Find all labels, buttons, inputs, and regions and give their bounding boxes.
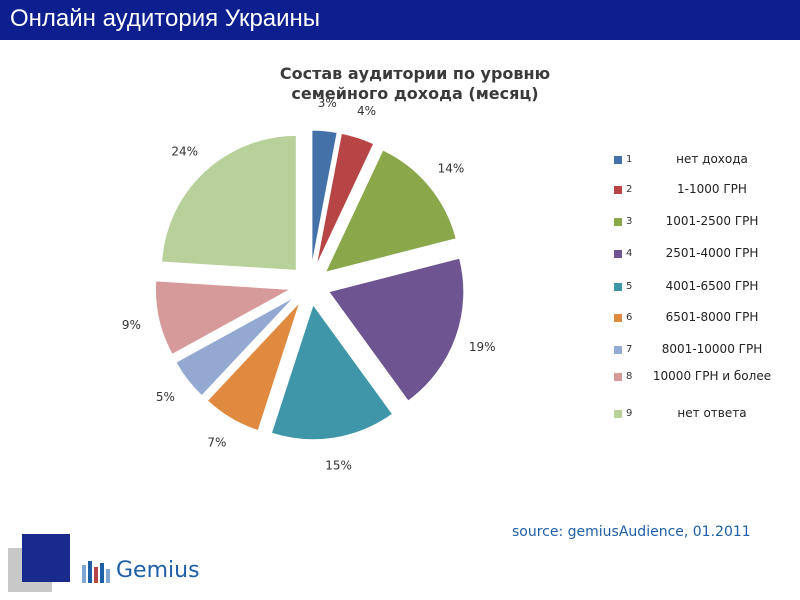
legend-item-7: 7 8001-10000 ГРН — [610, 342, 790, 365]
legend-label: нет ответа — [677, 406, 747, 420]
legend-item-8: 8 10000 ГРН и более — [610, 369, 790, 392]
legend-item-3: 3 1001-2500 ГРН — [610, 214, 790, 237]
slice-value-label-7: 5% — [156, 390, 175, 404]
legend-item-4: 4 2501-4000 ГРН — [610, 246, 790, 269]
legend-label: 1-1000 ГРН — [677, 182, 747, 196]
legend-number: 5 — [626, 281, 633, 292]
legend-label: 8001-10000 ГРН — [661, 342, 763, 356]
chart-legend: 1 нет дохода 2 1-1000 ГРН 3 1001-2500 ГРН 4 250… — [610, 150, 790, 430]
slice-value-label-3: 14% — [438, 161, 465, 175]
chart-title: Состав аудитории по уровню семейного дох… — [265, 64, 565, 104]
legend-number: 2 — [626, 184, 633, 195]
legend-number: 7 — [626, 344, 633, 355]
slice-value-label-5: 15% — [325, 459, 352, 473]
pie-slice-9 — [161, 134, 297, 271]
legend-number: 3 — [626, 216, 633, 227]
legend-number: 1 — [626, 154, 633, 165]
gemius-logo-mark — [82, 561, 110, 583]
legend-label: 10000 ГРН и более — [652, 369, 772, 383]
legend-swatch — [614, 250, 622, 258]
legend-label: 2501-4000 ГРН — [665, 246, 759, 260]
pie-slice-3 — [324, 149, 457, 274]
slice-value-label-2: 4% — [357, 104, 376, 118]
legend-item-5: 5 4001-6500 ГРН — [610, 279, 790, 302]
header-bar: Онлайн аудитория Украины — [0, 0, 800, 40]
legend-swatch — [614, 346, 622, 354]
pie-slice-8 — [154, 280, 293, 356]
pie-slice-7 — [175, 296, 295, 397]
legend-number: 6 — [626, 312, 633, 323]
legend-label: 6501-8000 ГРН — [665, 310, 759, 324]
legend-swatch — [614, 410, 622, 418]
corner-decoration — [22, 534, 70, 582]
slice-value-label-6: 7% — [207, 436, 226, 450]
pie-slice-2 — [315, 132, 375, 267]
legend-item-9: 9 нет ответа — [610, 406, 790, 429]
gemius-logo-text: Gemius — [116, 558, 200, 583]
page-title: Онлайн аудитория Украины — [10, 5, 321, 32]
slice-value-label-9: 24% — [171, 145, 198, 159]
legend-swatch — [614, 314, 622, 322]
legend-item-1: 1 нет дохода — [610, 152, 790, 175]
slice-value-label-8: 9% — [122, 318, 141, 332]
legend-number: 4 — [626, 248, 633, 259]
legend-swatch — [614, 218, 622, 226]
gemius-logo: Gemius — [82, 555, 207, 591]
chart-title-line-1: Состав аудитории по уровню — [279, 64, 551, 83]
pie-slice-4 — [327, 257, 465, 402]
pie-slice-6 — [206, 301, 301, 432]
legend-label: 4001-6500 ГРН — [665, 279, 759, 293]
chart-title-line-2: семейного дохода (месяц) — [291, 84, 539, 103]
source-note: source: gemiusAudience, 01.2011 — [512, 524, 751, 540]
legend-swatch — [614, 186, 622, 194]
legend-label: 1001-2500 ГРН — [665, 214, 759, 228]
slice-value-label-1: 3% — [318, 96, 337, 110]
legend-number: 9 — [626, 408, 633, 419]
slice-value-label-4: 19% — [469, 340, 496, 354]
legend-swatch — [614, 373, 622, 381]
legend-number: 8 — [626, 371, 633, 382]
pie-slice-5 — [270, 303, 394, 441]
legend-label: нет дохода — [676, 152, 748, 166]
pie-slice-1 — [311, 129, 338, 266]
legend-swatch — [614, 283, 622, 291]
legend-swatch — [614, 156, 622, 164]
legend-item-2: 2 1-1000 ГРН — [610, 182, 790, 205]
legend-item-6: 6 6501-8000 ГРН — [610, 310, 790, 333]
